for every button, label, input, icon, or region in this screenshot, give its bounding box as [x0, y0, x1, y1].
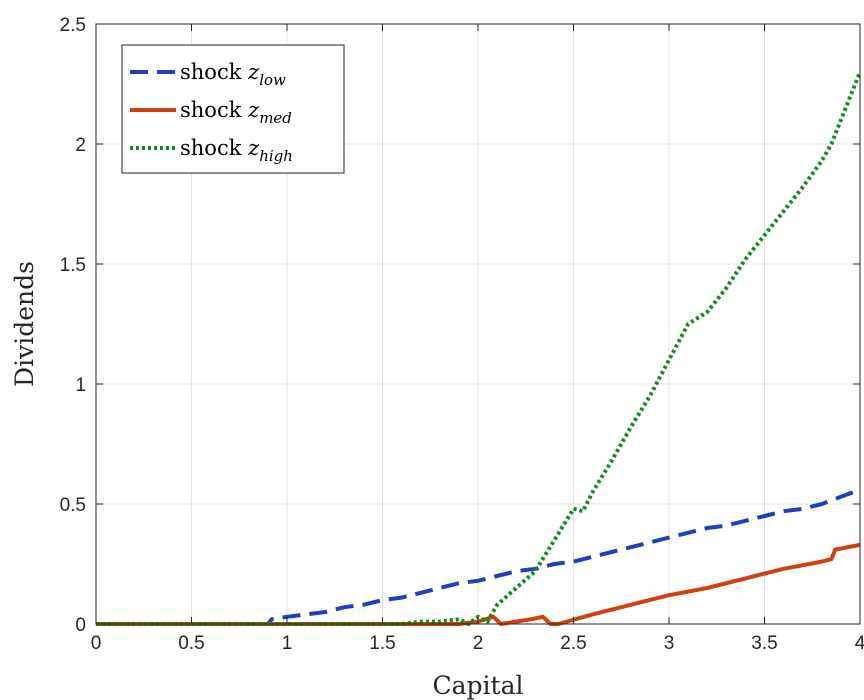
y-tick-label-2: 1	[75, 375, 86, 396]
series-line-med	[96, 542, 861, 626]
x-tick-label-0: 0	[91, 633, 102, 654]
x-tick-label-2: 1	[282, 633, 293, 654]
legend-label-high: shock zhigh	[180, 136, 293, 165]
legend-label-low: shock zlow	[180, 60, 286, 89]
y-tick-label-1: 0.5	[60, 495, 86, 516]
x-tick-label-3: 1.5	[369, 633, 395, 654]
y-tick-label-0: 0	[75, 615, 86, 636]
x-axis-title: Capital	[433, 671, 524, 700]
x-tick-label-6: 3	[664, 633, 675, 654]
y-axis-title: Dividends	[10, 261, 39, 387]
x-tick-label-1: 0.5	[178, 633, 204, 654]
x-tick-label-5: 2.5	[560, 633, 586, 654]
legend-label-med: shock zmed	[180, 98, 292, 127]
x-tick-label-8: 4	[855, 633, 864, 654]
x-tick-label-4: 2	[473, 633, 484, 654]
x-tick-label-7: 3.5	[751, 633, 777, 654]
y-tick-label-3: 1.5	[60, 255, 86, 276]
tick-labels: 0 0.5 1 1.5 2 2.5 3 3.5 4 0 0.5 1 1.5 2 2.5	[60, 15, 864, 654]
y-tick-label-4: 2	[75, 135, 86, 156]
legend: shock zlow shock zmed shock zhigh	[121, 44, 345, 174]
y-tick-label-5: 2.5	[60, 15, 86, 36]
